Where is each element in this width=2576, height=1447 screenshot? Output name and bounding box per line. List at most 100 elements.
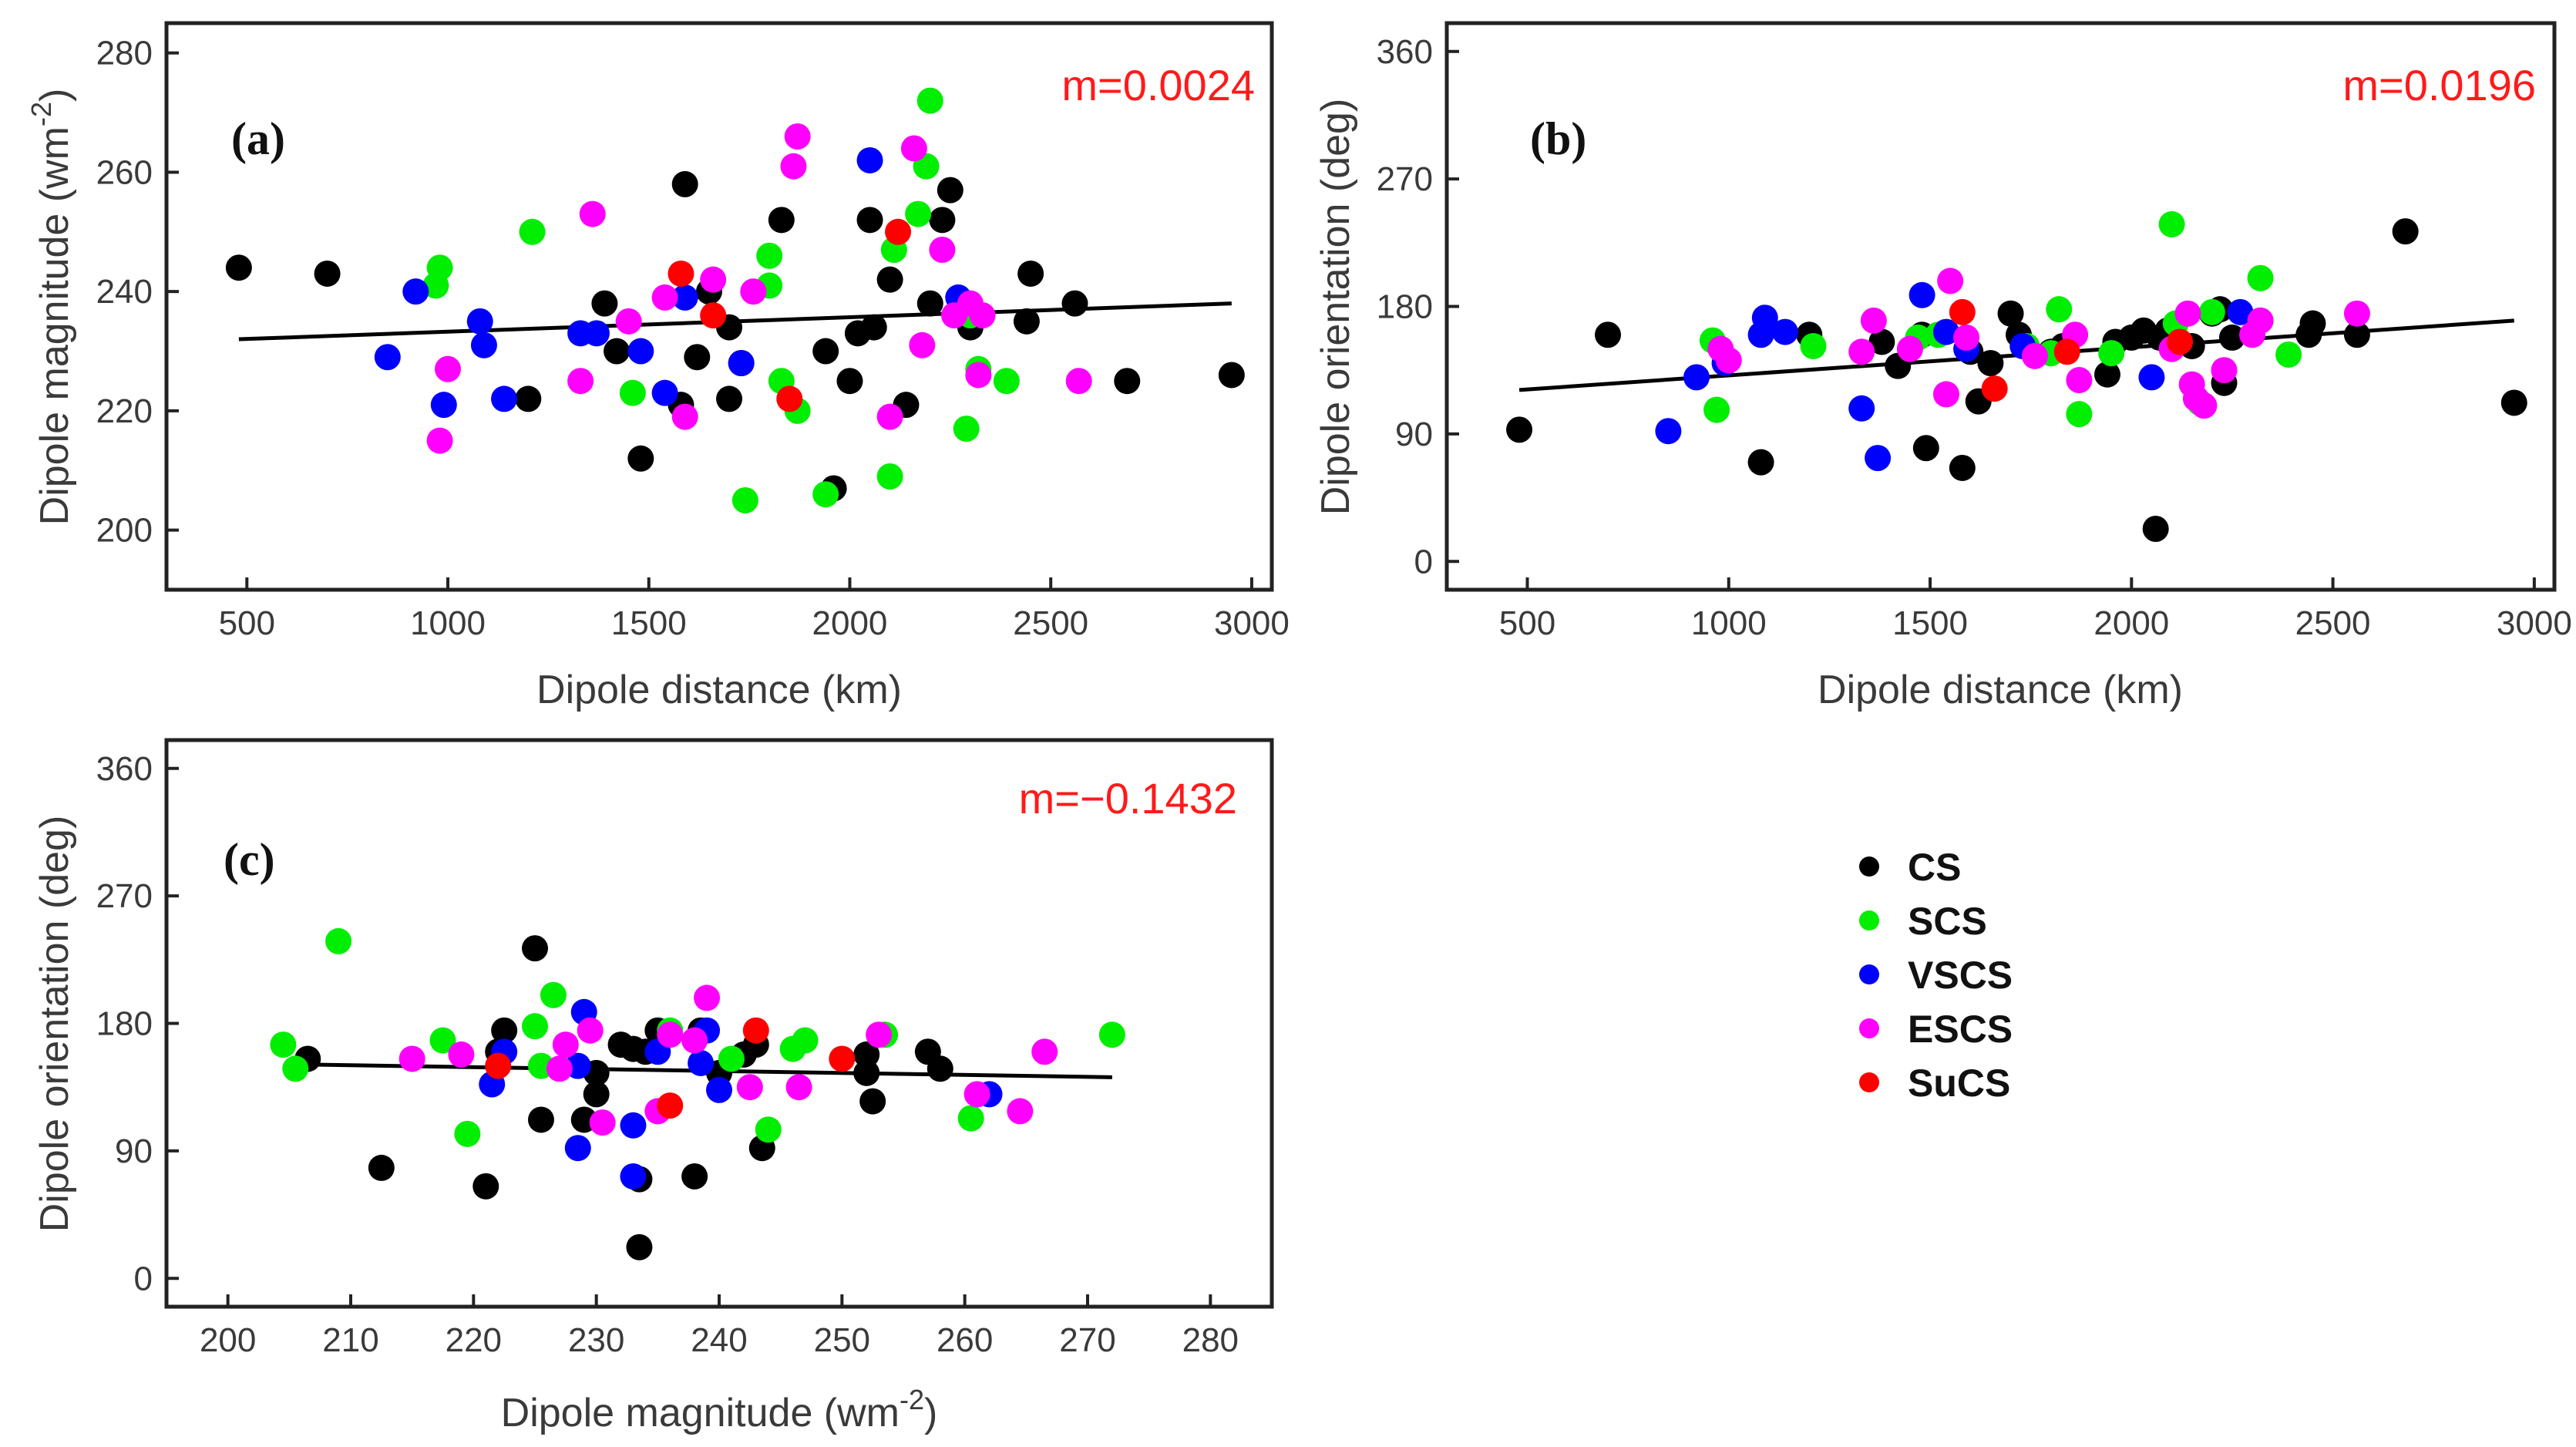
x-tick-label: 230 <box>568 1321 624 1359</box>
x-tick-label: 1500 <box>1892 604 1968 642</box>
data-point-vscs <box>728 350 755 376</box>
legend-label-escs: ESCS <box>1908 1008 2013 1051</box>
panel-a-ticks: 500 1000 1500 2000 2500 3000 200 220 240 260 280 <box>96 35 1290 642</box>
panel-b-ylabel: Dipole orientation (deg) <box>1313 99 1358 516</box>
data-point-vscs <box>1751 305 1778 331</box>
panel-b-ticks: 500 1000 1500 2000 2500 3000 0 90 180 270 360 <box>1377 33 2572 642</box>
x-tick-label: 1500 <box>611 604 687 642</box>
data-point-escs <box>589 1109 616 1136</box>
panel-a-ylabel: Dipole magnitude (wm-2) <box>25 89 77 526</box>
data-point-scs <box>718 1045 745 1072</box>
data-point-cs <box>860 314 887 341</box>
data-point-escs <box>694 984 721 1011</box>
data-point-cs <box>812 338 839 365</box>
panel-c-ylabel: Dipole orientation (deg) <box>32 816 77 1233</box>
data-point-cs <box>2299 310 2326 337</box>
data-point-scs <box>270 1031 297 1058</box>
data-point-cs <box>472 1173 499 1200</box>
data-point-vscs <box>651 379 678 406</box>
data-point-sucs <box>657 1092 684 1119</box>
data-point-cs <box>2500 389 2527 416</box>
legend-marker-sucs <box>1859 1072 1879 1092</box>
data-point-cs <box>515 385 542 412</box>
data-point-escs <box>552 1031 579 1058</box>
data-point-cs <box>671 170 698 197</box>
data-point-escs <box>448 1041 475 1068</box>
data-point-vscs <box>491 385 518 412</box>
data-point-cs <box>604 338 631 365</box>
data-point-escs <box>736 1074 763 1101</box>
data-point-escs <box>579 200 606 227</box>
legend-label-scs: SCS <box>1908 900 1987 943</box>
data-point-escs <box>671 403 698 430</box>
panel-c-slope: m=−0.1432 <box>1019 774 1237 823</box>
data-point-cs <box>859 1088 886 1115</box>
panel-c-ticks: 200 210 220 230 240 250 260 270 280 0 90 180 270 360 <box>96 750 1239 1359</box>
data-point-scs <box>282 1055 309 1082</box>
data-point-vscs <box>1865 445 1892 472</box>
data-point-vscs <box>466 308 493 335</box>
x-tick-label: 500 <box>219 604 275 642</box>
data-point-scs <box>619 379 646 406</box>
y-tick-label: 240 <box>96 273 153 311</box>
data-point-escs <box>900 135 927 162</box>
data-point-cs <box>937 177 963 204</box>
data-point-escs <box>876 403 903 430</box>
y-tick-label: 280 <box>96 35 153 72</box>
data-point-escs <box>866 1021 893 1048</box>
data-point-scs <box>1703 396 1730 423</box>
data-point-escs <box>1860 307 1887 334</box>
data-point-escs <box>780 153 807 180</box>
data-point-vscs <box>1908 281 1935 308</box>
data-point-cs <box>1595 321 1622 348</box>
data-point-cs <box>1747 449 1774 476</box>
data-point-cs <box>225 254 252 281</box>
data-point-escs <box>1065 368 1092 395</box>
data-point-vscs <box>620 1163 647 1190</box>
panel-b-label: (b) <box>1530 113 1586 164</box>
data-point-escs <box>2343 300 2370 327</box>
data-point-scs <box>2247 264 2274 291</box>
x-tick-label: 2000 <box>812 604 888 642</box>
data-point-sucs <box>2167 328 2194 355</box>
data-point-cs <box>1912 435 1939 462</box>
data-point-vscs <box>671 284 698 311</box>
panel-c-xlabel: Dipole magnitude (wm-2) <box>501 1384 938 1435</box>
panel-c-xlabel-end: ) <box>924 1391 937 1435</box>
data-point-vscs <box>1683 364 1710 391</box>
y-tick-label: 270 <box>1377 160 1433 198</box>
data-point-escs <box>2191 392 2218 419</box>
data-point-scs <box>953 416 980 443</box>
x-tick-label: 280 <box>1182 1321 1239 1359</box>
y-tick-label: 220 <box>96 392 153 430</box>
data-point-vscs <box>564 1135 591 1162</box>
data-point-escs <box>2247 307 2274 334</box>
data-point-scs <box>1800 332 1827 359</box>
data-point-cs <box>768 207 795 234</box>
data-point-scs <box>812 481 839 508</box>
data-point-cs <box>1949 454 1976 481</box>
panel-c: 200 210 220 230 240 250 260 270 280090180270360 … <box>32 738 1274 1435</box>
data-point-cs <box>314 260 341 287</box>
panel-a-xlabel: Dipole distance (km) <box>536 668 902 712</box>
data-point-escs <box>651 284 678 311</box>
data-point-cs <box>591 290 618 317</box>
data-point-vscs <box>620 1112 647 1139</box>
data-point-escs <box>681 1027 708 1054</box>
data-point-sucs <box>742 1017 769 1044</box>
data-point-scs <box>2275 341 2302 368</box>
data-point-cs <box>1114 368 1141 395</box>
y-tick-label: 0 <box>1414 543 1433 580</box>
x-tick-label: 2000 <box>2093 604 2169 642</box>
data-point-scs <box>522 1013 548 1040</box>
data-point-cs <box>626 1233 653 1260</box>
data-point-cs <box>926 1055 953 1082</box>
y-tick-label: 90 <box>115 1132 153 1170</box>
data-point-escs <box>426 427 453 454</box>
legend-marker-scs <box>1859 910 1879 930</box>
data-point-escs <box>969 302 996 329</box>
data-point-sucs <box>1981 375 2008 402</box>
legend-marker-escs <box>1859 1018 1879 1038</box>
data-point-scs <box>916 87 943 114</box>
